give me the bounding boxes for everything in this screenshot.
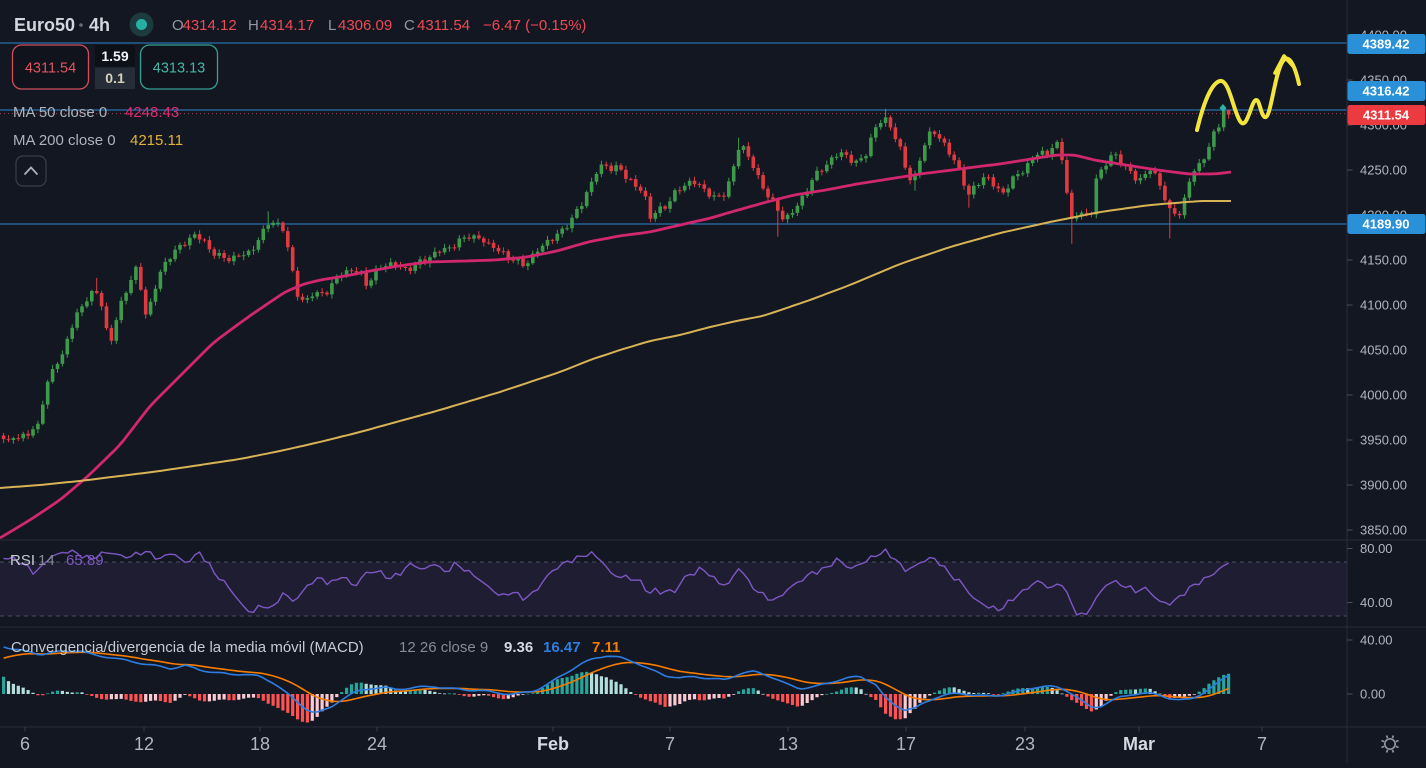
svg-text:40.00: 40.00: [1360, 633, 1393, 648]
svg-text:4150.00: 4150.00: [1360, 253, 1407, 268]
svg-text:1.59: 1.59: [101, 48, 128, 64]
svg-text:C: C: [404, 17, 415, 34]
svg-text:4311.54: 4311.54: [25, 61, 76, 77]
svg-text:4000.00: 4000.00: [1360, 388, 1407, 403]
svg-text:4314.12: 4314.12: [183, 17, 237, 34]
svg-text:9.36: 9.36: [504, 639, 533, 656]
svg-text:3850.00: 3850.00: [1360, 523, 1407, 538]
svg-text:4311.54: 4311.54: [1363, 108, 1410, 123]
svg-text:24: 24: [367, 734, 387, 754]
svg-text:12: 12: [134, 734, 154, 754]
svg-text:MA 50 close 0: MA 50 close 0: [13, 104, 107, 121]
svg-text:RSI: RSI: [10, 552, 35, 569]
svg-text:4050.00: 4050.00: [1360, 343, 1407, 358]
svg-text:4313.13: 4313.13: [153, 61, 205, 77]
svg-text:12 26 close 9: 12 26 close 9: [399, 639, 488, 656]
svg-text:17: 17: [896, 734, 916, 754]
svg-text:MA 200 close 0: MA 200 close 0: [13, 132, 116, 149]
svg-text:4189.90: 4189.90: [1363, 217, 1410, 232]
svg-text:16.47: 16.47: [543, 639, 581, 656]
svg-text:4h: 4h: [89, 15, 110, 35]
svg-text:14: 14: [38, 552, 55, 569]
svg-text:Euro50: Euro50: [14, 15, 75, 35]
svg-text:−6.47 (−0.15%): −6.47 (−0.15%): [483, 17, 586, 34]
svg-text:0.1: 0.1: [105, 70, 125, 86]
svg-text:L: L: [328, 17, 336, 34]
svg-text:O: O: [172, 17, 184, 34]
svg-text:Feb: Feb: [537, 734, 569, 754]
svg-text:3950.00: 3950.00: [1360, 433, 1407, 448]
svg-text:Convergencia/divergencia de la: Convergencia/divergencia de la media móv…: [11, 639, 364, 656]
svg-text:7.11: 7.11: [592, 639, 620, 656]
svg-text:Mar: Mar: [1123, 734, 1155, 754]
svg-text:4100.00: 4100.00: [1360, 298, 1407, 313]
svg-text:23: 23: [1015, 734, 1035, 754]
svg-text:4306.09: 4306.09: [338, 17, 392, 34]
svg-text:0.00: 0.00: [1360, 687, 1385, 702]
svg-text:13: 13: [778, 734, 798, 754]
svg-text:18: 18: [250, 734, 270, 754]
svg-text:4314.17: 4314.17: [260, 17, 314, 34]
svg-text:65.89: 65.89: [66, 552, 104, 569]
svg-text:H: H: [248, 17, 259, 34]
svg-text:7: 7: [1257, 734, 1267, 754]
svg-text:40.00: 40.00: [1360, 595, 1393, 610]
svg-text:4250.00: 4250.00: [1360, 163, 1407, 178]
svg-text:4389.42: 4389.42: [1363, 37, 1410, 52]
svg-text:4215.11: 4215.11: [130, 132, 183, 149]
svg-text:4311.54: 4311.54: [417, 17, 470, 34]
svg-text:80.00: 80.00: [1360, 541, 1393, 556]
svg-text:6: 6: [20, 734, 30, 754]
svg-text:3900.00: 3900.00: [1360, 478, 1407, 493]
svg-text:4316.42: 4316.42: [1363, 84, 1410, 99]
svg-text:7: 7: [665, 734, 675, 754]
svg-text:4248.43: 4248.43: [125, 104, 179, 121]
